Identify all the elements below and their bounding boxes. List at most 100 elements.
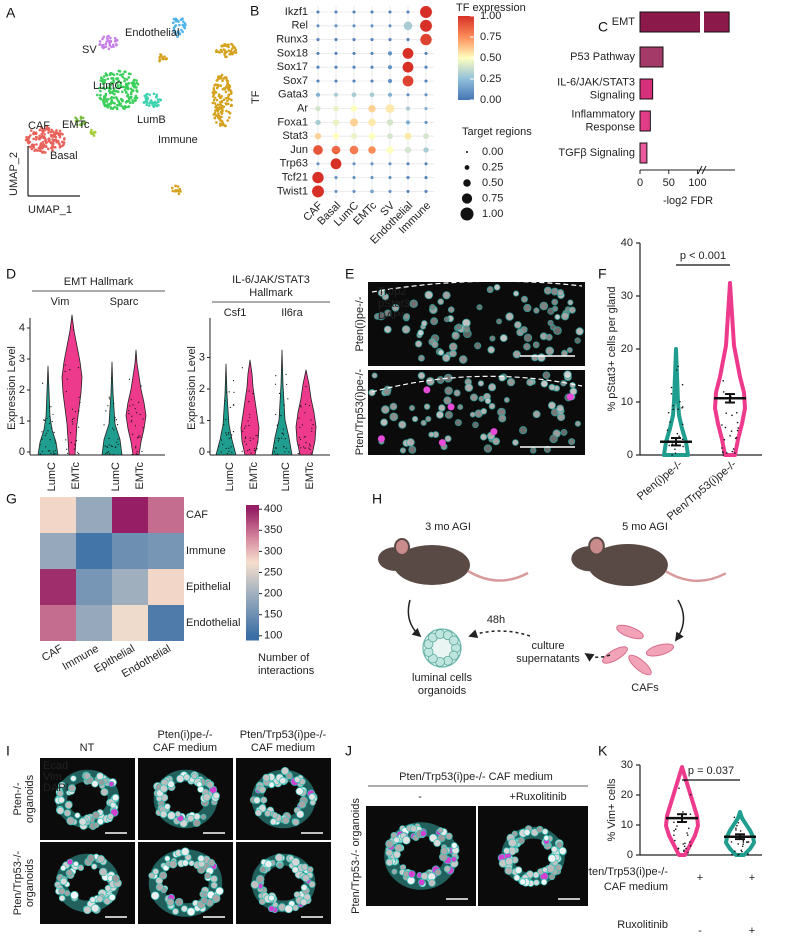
umap-cell	[113, 105, 117, 109]
jitter	[689, 813, 692, 816]
jitter	[739, 830, 742, 832]
row-label: Trp63	[280, 158, 308, 170]
umap-cell	[153, 100, 157, 104]
umap-cell	[103, 78, 107, 82]
colorbar-step	[246, 561, 259, 564]
umap-cell	[214, 114, 218, 117]
nucleus	[566, 347, 573, 354]
dot	[312, 185, 324, 198]
jitter	[285, 373, 287, 375]
bar	[639, 46, 664, 68]
dot	[370, 79, 374, 83]
umap-cell	[93, 131, 97, 134]
nucleus	[543, 286, 552, 295]
nucleus	[200, 813, 207, 820]
nucleus	[389, 412, 399, 422]
jitter	[108, 396, 110, 398]
colorbar-step	[246, 595, 259, 598]
jitter	[49, 438, 51, 441]
umap-cell	[129, 87, 133, 91]
jitter	[52, 451, 55, 453]
nucleus	[298, 800, 307, 809]
jitter	[136, 451, 138, 453]
nucleus	[448, 342, 458, 352]
umap-cell	[232, 45, 235, 48]
umap-cell	[219, 84, 223, 87]
jitter	[734, 850, 736, 853]
umap-cell	[39, 145, 42, 148]
dot	[424, 93, 428, 97]
nucleus	[430, 317, 439, 326]
nucleus	[276, 862, 284, 869]
colorbar-step	[246, 608, 259, 612]
umap-cell	[224, 90, 228, 94]
jitter	[113, 402, 115, 405]
umap-cell	[219, 106, 223, 110]
nucleus	[250, 880, 260, 889]
jitter	[742, 843, 744, 845]
jitter	[311, 427, 313, 429]
nucleus	[532, 410, 541, 419]
nucleus	[381, 405, 390, 414]
nucleus	[477, 380, 485, 387]
row-label: Immune	[186, 545, 226, 557]
arrow	[674, 599, 685, 642]
umap-cell	[116, 77, 120, 80]
row-label: organoids	[24, 858, 36, 907]
dot	[316, 162, 320, 166]
nucleus	[371, 372, 378, 379]
umap-cell	[60, 132, 63, 136]
column-label: +Ruxolitinib	[509, 791, 566, 803]
diagram-label: organoids	[418, 685, 467, 697]
y-tick-label: 10	[621, 819, 633, 831]
nucleus	[505, 857, 514, 866]
nucleus	[271, 812, 279, 819]
dot	[332, 119, 340, 126]
jitter	[284, 451, 286, 453]
jitter	[51, 427, 53, 429]
umap-cell	[217, 112, 220, 116]
umap-cell	[110, 81, 113, 84]
umap-cell	[58, 129, 62, 133]
nucleus	[57, 796, 65, 804]
jitter	[673, 834, 675, 836]
colorbar-step	[246, 631, 259, 634]
colorbar-step	[246, 527, 259, 531]
nucleus	[556, 404, 565, 413]
umap-cell	[215, 98, 219, 102]
umap-cell	[125, 78, 129, 81]
dot	[387, 51, 393, 56]
umap-cell	[227, 43, 230, 46]
colorbar-label: 200	[264, 588, 282, 600]
jitter	[310, 452, 312, 454]
umap-cell	[52, 130, 55, 134]
umap-cell	[172, 17, 176, 21]
nucleus	[65, 869, 73, 877]
nucleus	[420, 419, 427, 426]
mouse-body	[588, 544, 668, 586]
row-label: Endothelial	[186, 617, 240, 629]
jitter	[49, 450, 51, 452]
jitter	[730, 430, 733, 432]
umap-cell	[115, 106, 119, 110]
umap-cell	[154, 95, 158, 99]
legend-title: Number of	[258, 652, 310, 664]
dot	[404, 146, 412, 154]
umap-cell	[121, 90, 124, 94]
nucleus	[523, 828, 531, 836]
nucleus	[451, 331, 460, 340]
dot	[330, 158, 342, 170]
nucleus	[433, 839, 442, 847]
jitter	[286, 383, 288, 386]
heat-cell	[40, 497, 76, 533]
heat-cell	[76, 497, 112, 533]
umap-cell	[46, 147, 50, 151]
bar	[639, 11, 730, 33]
dot	[424, 189, 428, 193]
nucleus	[210, 875, 218, 883]
jitter	[738, 853, 740, 856]
colorbar-step	[246, 554, 259, 558]
umap-cell	[108, 44, 112, 47]
nucleus	[72, 861, 79, 867]
jitter	[245, 443, 248, 445]
